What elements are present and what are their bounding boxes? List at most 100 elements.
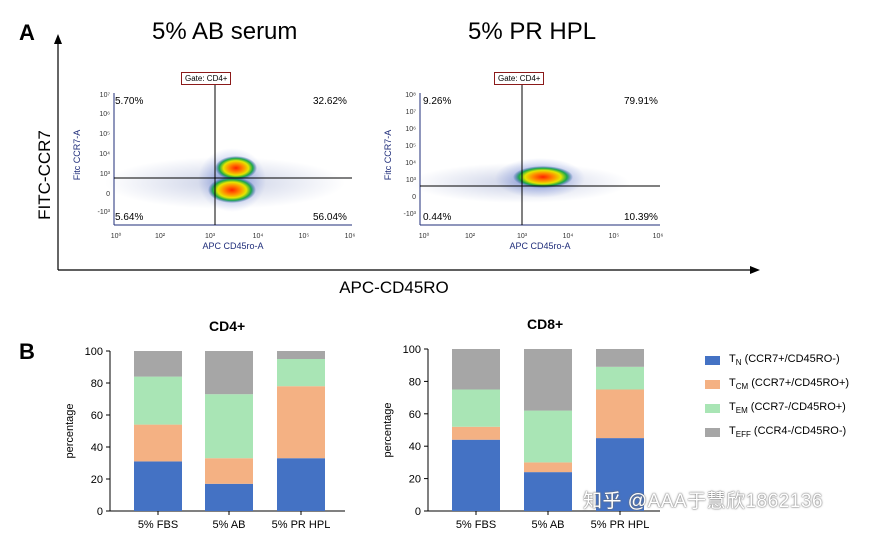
bar-category-label: 5% PR HPL xyxy=(591,519,650,531)
plot1-xtick: 10⁴ xyxy=(253,233,264,240)
plot2-x-label: APC CD45ro-A xyxy=(509,241,570,251)
bar-y-tick-label: 100 xyxy=(403,344,421,356)
bar-segment xyxy=(452,389,500,427)
plot1-x-label: APC CD45ro-A xyxy=(202,241,263,251)
plot2-quadrant-ur: 79.91% xyxy=(624,96,658,107)
plot2-ytick: 10⁸ xyxy=(405,92,416,99)
bar-segment xyxy=(134,351,182,377)
bar-segment xyxy=(524,462,572,473)
plot1-xtick: 10² xyxy=(155,233,166,240)
legend-item-tn: TN (CCR7+/CD45RO-) xyxy=(705,353,840,367)
cd8-chart-title: CD8+ xyxy=(527,316,564,332)
panel-a-letter: A xyxy=(19,20,35,45)
big-x-arrow xyxy=(750,266,760,274)
bar-segment xyxy=(452,426,500,440)
flow-plot-1: Fitc CCR7-A APC CD45ro-A 10⁷ 10⁶ 10⁵ 10⁴… xyxy=(72,82,355,251)
plot2-ytick: 10⁴ xyxy=(405,160,416,167)
plot2-xtick: 10² xyxy=(465,233,476,240)
plot2-ytick: 10³ xyxy=(406,177,417,184)
plot1-title: 5% AB serum xyxy=(152,18,298,45)
bar-segment xyxy=(596,349,644,367)
plot1-ytick: -10³ xyxy=(98,209,111,216)
bar-y-tick-label: 20 xyxy=(409,474,421,486)
plot2-xtick: 10⁴ xyxy=(563,233,574,240)
bar-segment xyxy=(134,424,182,462)
plot2-ytick: 10⁶ xyxy=(405,126,416,133)
bar-category-label: 5% PR HPL xyxy=(272,519,331,531)
cd4-chart-title: CD4+ xyxy=(209,318,246,334)
plot2-y-label: Fitc CCR7-A xyxy=(383,130,393,181)
plot2-quadrant-ll: 0.44% xyxy=(423,212,452,223)
bar-y-axis-label: percentage xyxy=(64,403,76,458)
bar-segment xyxy=(524,410,572,463)
plot1-gate-label: Gate: CD4+ xyxy=(181,72,232,85)
legend-item-teff: TEFF (CCR4-/CD45RO-) xyxy=(705,425,846,439)
bar-segment xyxy=(205,394,253,459)
bar-y-tick-label: 0 xyxy=(415,506,421,518)
bar-segment xyxy=(596,438,644,511)
bar-segment xyxy=(205,351,253,395)
plot2-ytick: 10⁵ xyxy=(405,143,416,150)
legend-swatch xyxy=(705,427,720,437)
plot2-title: 5% PR HPL xyxy=(468,18,597,45)
bar-category-label: 5% FBS xyxy=(456,519,496,531)
cd8-stacked-bar-chart: 0 20 40 60 80 100 percentage 5% FBS 5% AB 5% PR H… xyxy=(382,344,660,531)
bar-segment xyxy=(277,351,325,359)
plot2-xtick: 10⁶ xyxy=(653,233,664,240)
plot2-ytick: 10⁷ xyxy=(406,109,417,116)
plot1-quadrant-lr: 56.04% xyxy=(313,212,347,223)
bar-segment xyxy=(277,458,325,511)
legend-item-tem: TEM (CCR7-/CD45RO+) xyxy=(705,401,846,415)
bar-segment xyxy=(524,472,572,511)
bar-segment xyxy=(524,349,572,411)
bar-segment xyxy=(596,366,644,390)
bar-y-tick-label: 0 xyxy=(97,506,103,518)
plot2-xtick: 10³ xyxy=(517,233,528,240)
bar-segment xyxy=(205,458,253,484)
panel-b-letter: B xyxy=(19,339,35,364)
bar-category-label: 5% AB xyxy=(531,519,564,531)
legend-swatch xyxy=(705,403,720,413)
bar-y-tick-label: 80 xyxy=(91,378,103,390)
plot2-x-ticks: 10⁰ 10² 10³ 10⁴ 10⁵ 10⁶ xyxy=(419,232,664,240)
bar-category-label: 5% FBS xyxy=(138,519,178,531)
plot1-quadrant-ur: 32.62% xyxy=(313,96,347,107)
plot2-ytick: -10³ xyxy=(404,211,417,218)
plot1-density-lower xyxy=(208,177,256,203)
plot1-ytick: 0 xyxy=(106,191,110,198)
bar-y-axis-label: percentage xyxy=(382,402,394,457)
plot1-ytick: 10⁴ xyxy=(99,151,110,158)
plot1-ytick: 10⁷ xyxy=(100,92,111,99)
bar-y-tick-label: 40 xyxy=(91,442,103,454)
plot2-quadrant-lr: 10.39% xyxy=(624,212,658,223)
plot1-xtick: 10⁵ xyxy=(299,233,310,240)
big-x-label: APC-CD45RO xyxy=(339,278,449,297)
plot2-density-core xyxy=(513,166,573,188)
bar-segment xyxy=(596,389,644,439)
legend-swatch xyxy=(705,379,720,389)
bar-segment xyxy=(452,349,500,390)
bar-y-tick-label: 60 xyxy=(409,409,421,421)
bar-y-tick-label: 20 xyxy=(91,474,103,486)
plot1-quadrant-ul: 5.70% xyxy=(115,96,144,107)
plot1-density-upper xyxy=(215,156,257,180)
legend-label: TN (CCR7+/CD45RO-) xyxy=(729,353,840,368)
bar-category-label: 5% AB xyxy=(212,519,245,531)
plot2-gate-label: Gate: CD4+ xyxy=(494,72,545,85)
plot1-xtick: 10⁰ xyxy=(111,232,122,240)
bar-y-tick-label: 80 xyxy=(409,376,421,388)
plot1-y-label: Fitc CCR7-A xyxy=(72,130,82,181)
flow-plot-2: Fitc CCR7-A APC CD45ro-A 10⁸ 10⁷ 10⁶ 10⁵… xyxy=(383,82,663,251)
plot1-ytick: 10³ xyxy=(100,171,111,178)
plot2-xtick: 10⁰ xyxy=(419,232,430,240)
bar-segment xyxy=(452,439,500,511)
plot2-ytick: 0 xyxy=(412,194,416,201)
plot1-xtick: 10³ xyxy=(205,233,216,240)
cd4-stacked-bar-chart: 0 20 40 60 80 100 percentage 5% FBS 5% AB 5% PR H… xyxy=(64,346,345,531)
bar-y-tick-label: 40 xyxy=(409,441,421,453)
bar-y-tick-label: 60 xyxy=(91,410,103,422)
big-y-arrow xyxy=(54,34,62,44)
plot1-ytick: 10⁶ xyxy=(99,111,110,118)
watermark: 知乎 @AAA于慧欣1862136 xyxy=(583,491,824,512)
